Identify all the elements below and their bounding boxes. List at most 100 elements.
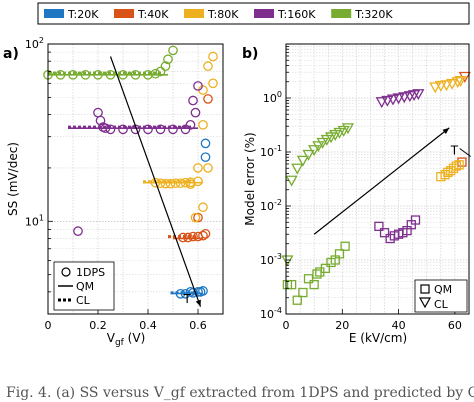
data-point <box>208 78 218 89</box>
data-point <box>203 163 213 173</box>
data-point <box>73 226 83 236</box>
qm-point <box>286 279 297 290</box>
series-a-t80k <box>143 51 218 223</box>
cl-point <box>412 89 425 101</box>
data-point <box>203 94 213 104</box>
qm-point <box>379 228 390 238</box>
trend-arrow <box>109 56 202 307</box>
panel-a-xtick-label: 0.2 <box>89 319 107 332</box>
panel-b-ytick-label: 10-4 <box>260 306 282 321</box>
cl-point <box>281 255 294 267</box>
legend-b-qm: QM <box>434 283 452 296</box>
cl-point <box>386 94 400 106</box>
panel-b-xtick-label: 20 <box>335 319 349 332</box>
top-legend-swatch <box>114 9 134 18</box>
qm-point <box>374 221 384 231</box>
annotation-pointer <box>459 148 471 157</box>
qm-point <box>454 160 464 170</box>
data-point <box>188 95 198 106</box>
cl-point <box>454 75 467 87</box>
data-point <box>175 178 186 189</box>
data-point <box>180 288 191 299</box>
legend-cl: CL <box>76 294 91 307</box>
cl-point <box>341 123 355 135</box>
qm-point <box>410 215 421 225</box>
cl-point <box>446 78 459 90</box>
data-point <box>175 288 186 299</box>
panel-a-ytick-label: 101 <box>25 213 44 228</box>
cl-point <box>296 155 309 167</box>
data-point <box>193 212 203 223</box>
panel-b-ytick-label: 10-2 <box>260 198 282 213</box>
data-point <box>160 61 171 72</box>
data-point <box>203 61 213 72</box>
qm-point <box>446 166 456 176</box>
top-legend-box <box>37 2 470 25</box>
data-point <box>188 231 198 242</box>
data-point <box>160 178 171 189</box>
data-point <box>193 286 203 297</box>
data-point <box>55 69 66 80</box>
trend-arrow <box>313 127 450 235</box>
data-point <box>105 124 116 135</box>
panel-b-legend: QM CL <box>414 279 468 313</box>
series-a-t160k <box>68 81 203 236</box>
annotation-label: T <box>450 143 459 157</box>
data-point <box>155 124 166 135</box>
data-point <box>178 232 188 243</box>
series-b-t320k <box>281 123 355 305</box>
top-legend-swatch <box>44 9 64 18</box>
data-point <box>130 69 141 80</box>
data-point <box>95 115 106 126</box>
svg-text:Vgf (V): Vgf (V) <box>107 331 146 348</box>
data-point <box>105 69 116 80</box>
data-point <box>155 66 166 77</box>
top-legend-label: T:80K <box>207 8 239 21</box>
data-point <box>170 178 181 189</box>
svg-text:Model error (%): Model error (%) <box>243 132 257 225</box>
panel-b-ylabel: Model error (%) <box>243 132 257 225</box>
data-point <box>168 124 178 135</box>
panel-a-ylabel: SS (mV/dec) <box>6 142 20 216</box>
data-point <box>200 228 211 239</box>
data-point <box>150 177 161 188</box>
qm-point <box>303 274 314 284</box>
panel-a-frame <box>47 43 224 315</box>
top-legend: T:20K T:40K T:80K T:160K T:320K <box>37 2 470 25</box>
data-point <box>168 45 178 56</box>
data-point <box>143 124 153 135</box>
data-point <box>68 69 78 80</box>
data-point <box>143 69 153 80</box>
data-point <box>163 54 173 65</box>
cl-point <box>308 145 321 157</box>
cl-point <box>451 77 464 89</box>
panel-a-xtick-label: 0 <box>45 319 52 332</box>
panel-a-legend: 1DPS QM CL <box>53 261 115 311</box>
data-point <box>183 232 193 243</box>
series-b-t160k <box>374 89 425 244</box>
qm-point <box>312 269 322 279</box>
panel-b-xtick-label: 60 <box>448 319 462 332</box>
cl-point <box>429 82 442 94</box>
data-point <box>118 124 128 135</box>
data-point <box>118 69 128 80</box>
panel-a-ytick-label: 102 <box>25 36 44 51</box>
panel-b-ytick-label: 100 <box>263 90 282 105</box>
data-point <box>193 176 203 187</box>
data-point <box>193 81 203 91</box>
panel-b-frame <box>285 43 470 315</box>
series-a-t20k <box>170 138 211 299</box>
panel-a-xlabel: Vgf (V) <box>107 331 146 348</box>
panel-b-xtick-label: 0 <box>283 319 290 332</box>
qm-point <box>298 287 308 298</box>
data-point <box>198 202 208 213</box>
cl-point <box>312 141 325 153</box>
data-point <box>198 230 208 241</box>
qm-point <box>292 295 302 305</box>
cl-point <box>434 80 447 92</box>
cl-point <box>440 80 453 92</box>
panel-b: b) 0 20 40 60 10-4 10-3 10-2 10-1 100 Model erro… <box>242 43 471 345</box>
data-point <box>193 163 203 173</box>
